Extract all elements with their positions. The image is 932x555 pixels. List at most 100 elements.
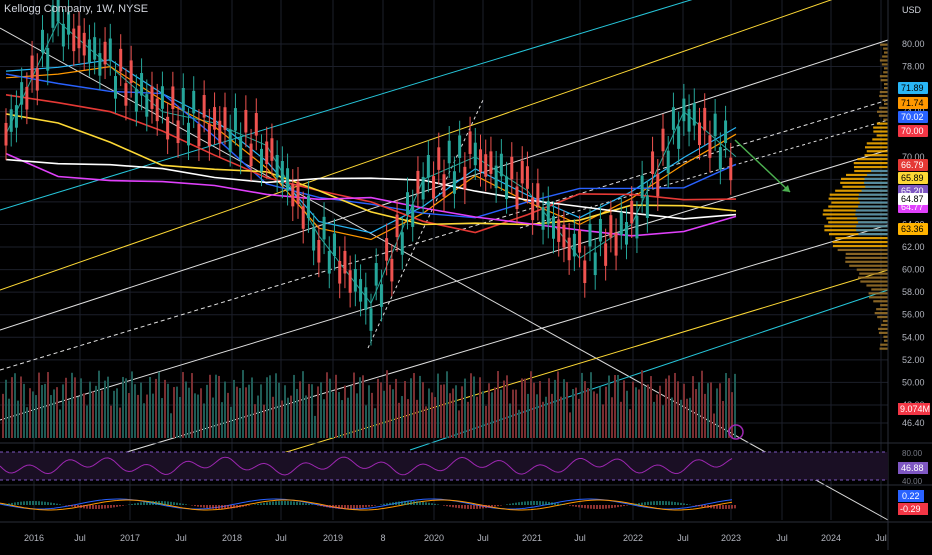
macd-hist: [92, 505, 94, 509]
macd-hist: [26, 501, 28, 505]
volume-bar: [434, 397, 436, 438]
macd-hist: [203, 505, 205, 508]
volume-bar: [260, 384, 262, 438]
macd-hist: [182, 504, 184, 505]
candle-body: [203, 95, 206, 118]
volume-bar: [590, 372, 592, 438]
macd-hist: [269, 502, 271, 505]
macd-hist: [98, 505, 100, 509]
candle-body: [708, 135, 711, 158]
candle-body: [229, 129, 232, 152]
candle-body: [510, 157, 513, 180]
macd-hist: [68, 505, 70, 506]
vp-bar: [864, 182, 888, 184]
macd-hist: [545, 502, 547, 505]
volume-bar: [389, 385, 391, 438]
volume-bar: [14, 373, 16, 438]
macd-hist: [668, 501, 670, 505]
macd-hist: [338, 505, 340, 509]
candle-body: [406, 192, 409, 215]
macd-hist: [641, 503, 643, 505]
vp-bar: [838, 249, 888, 251]
volume-bar: [23, 384, 25, 438]
volume-bar: [98, 371, 100, 438]
volume-bar: [83, 393, 85, 438]
candle-body: [703, 108, 706, 131]
macd-hist: [170, 502, 172, 505]
volume-bar: [266, 377, 268, 438]
candle-body: [234, 108, 237, 131]
volume-bar: [323, 399, 325, 438]
volume-bar: [200, 388, 202, 438]
candle-body: [156, 99, 159, 122]
macd-hist: [644, 502, 646, 505]
macd-hist: [467, 505, 469, 509]
vp-bar: [877, 111, 888, 113]
volume-bar: [224, 382, 226, 438]
candle-body: [385, 238, 388, 261]
volume-bar: [284, 385, 286, 438]
vp-bar: [854, 166, 888, 168]
candle-body: [36, 68, 39, 91]
volume-bar: [140, 383, 142, 438]
time-tick: Jul: [175, 533, 187, 543]
volume-bar: [194, 393, 196, 438]
volume-bar: [431, 392, 433, 438]
volume-bar: [449, 393, 451, 438]
macd-hist: [272, 502, 274, 505]
volume-bar: [2, 394, 4, 438]
volume-bar: [626, 391, 628, 438]
volume-bar: [278, 383, 280, 438]
candle-body: [552, 216, 555, 239]
macd-hist: [254, 504, 256, 505]
macd-hist: [554, 503, 556, 505]
macd-hist: [431, 503, 433, 505]
volume-bar: [611, 397, 613, 438]
macd-hist: [17, 502, 19, 505]
candle-body: [244, 110, 247, 133]
macd-hist: [167, 501, 169, 505]
price-tick: 80.00: [902, 39, 925, 49]
volume-bar: [233, 380, 235, 438]
volume-bar: [500, 390, 502, 438]
volume-bar: [41, 385, 43, 438]
macd-hist: [587, 505, 589, 509]
volume-bar: [383, 391, 385, 438]
vp-bar: [880, 75, 888, 77]
macd-hist: [5, 504, 7, 505]
macd-hist: [443, 505, 445, 506]
vp-bar: [860, 201, 888, 203]
volume-bar: [125, 378, 127, 438]
volume-bar: [668, 375, 670, 438]
macd-hist: [458, 505, 460, 508]
candle-body: [573, 234, 576, 257]
volume-bar: [713, 414, 715, 438]
candle-body: [583, 260, 586, 283]
macd-hist: [677, 502, 679, 505]
volume-bar: [179, 397, 181, 438]
macd-hist: [218, 505, 220, 509]
macd-hist: [74, 505, 76, 507]
vp-bar: [862, 190, 888, 192]
volume-bar: [143, 403, 145, 438]
volume-bar: [146, 395, 148, 438]
macd-hist: [308, 504, 310, 505]
volume-bar: [197, 395, 199, 438]
macd-hist: [710, 505, 712, 508]
volume-bar: [608, 376, 610, 438]
rsi-value: 46.88: [901, 463, 924, 473]
macd-hist: [584, 505, 586, 508]
vp-bar: [880, 59, 888, 61]
volume-bar: [617, 375, 619, 438]
macd-hist: [80, 505, 82, 508]
macd-hist: [725, 505, 727, 509]
vp-bar: [881, 324, 888, 326]
macd-hist: [659, 501, 661, 505]
macd-hist: [542, 501, 544, 505]
volume-bar: [731, 392, 733, 438]
vp-bar: [858, 233, 888, 235]
volume-bar: [221, 402, 223, 438]
time-tick: Jul: [574, 533, 586, 543]
